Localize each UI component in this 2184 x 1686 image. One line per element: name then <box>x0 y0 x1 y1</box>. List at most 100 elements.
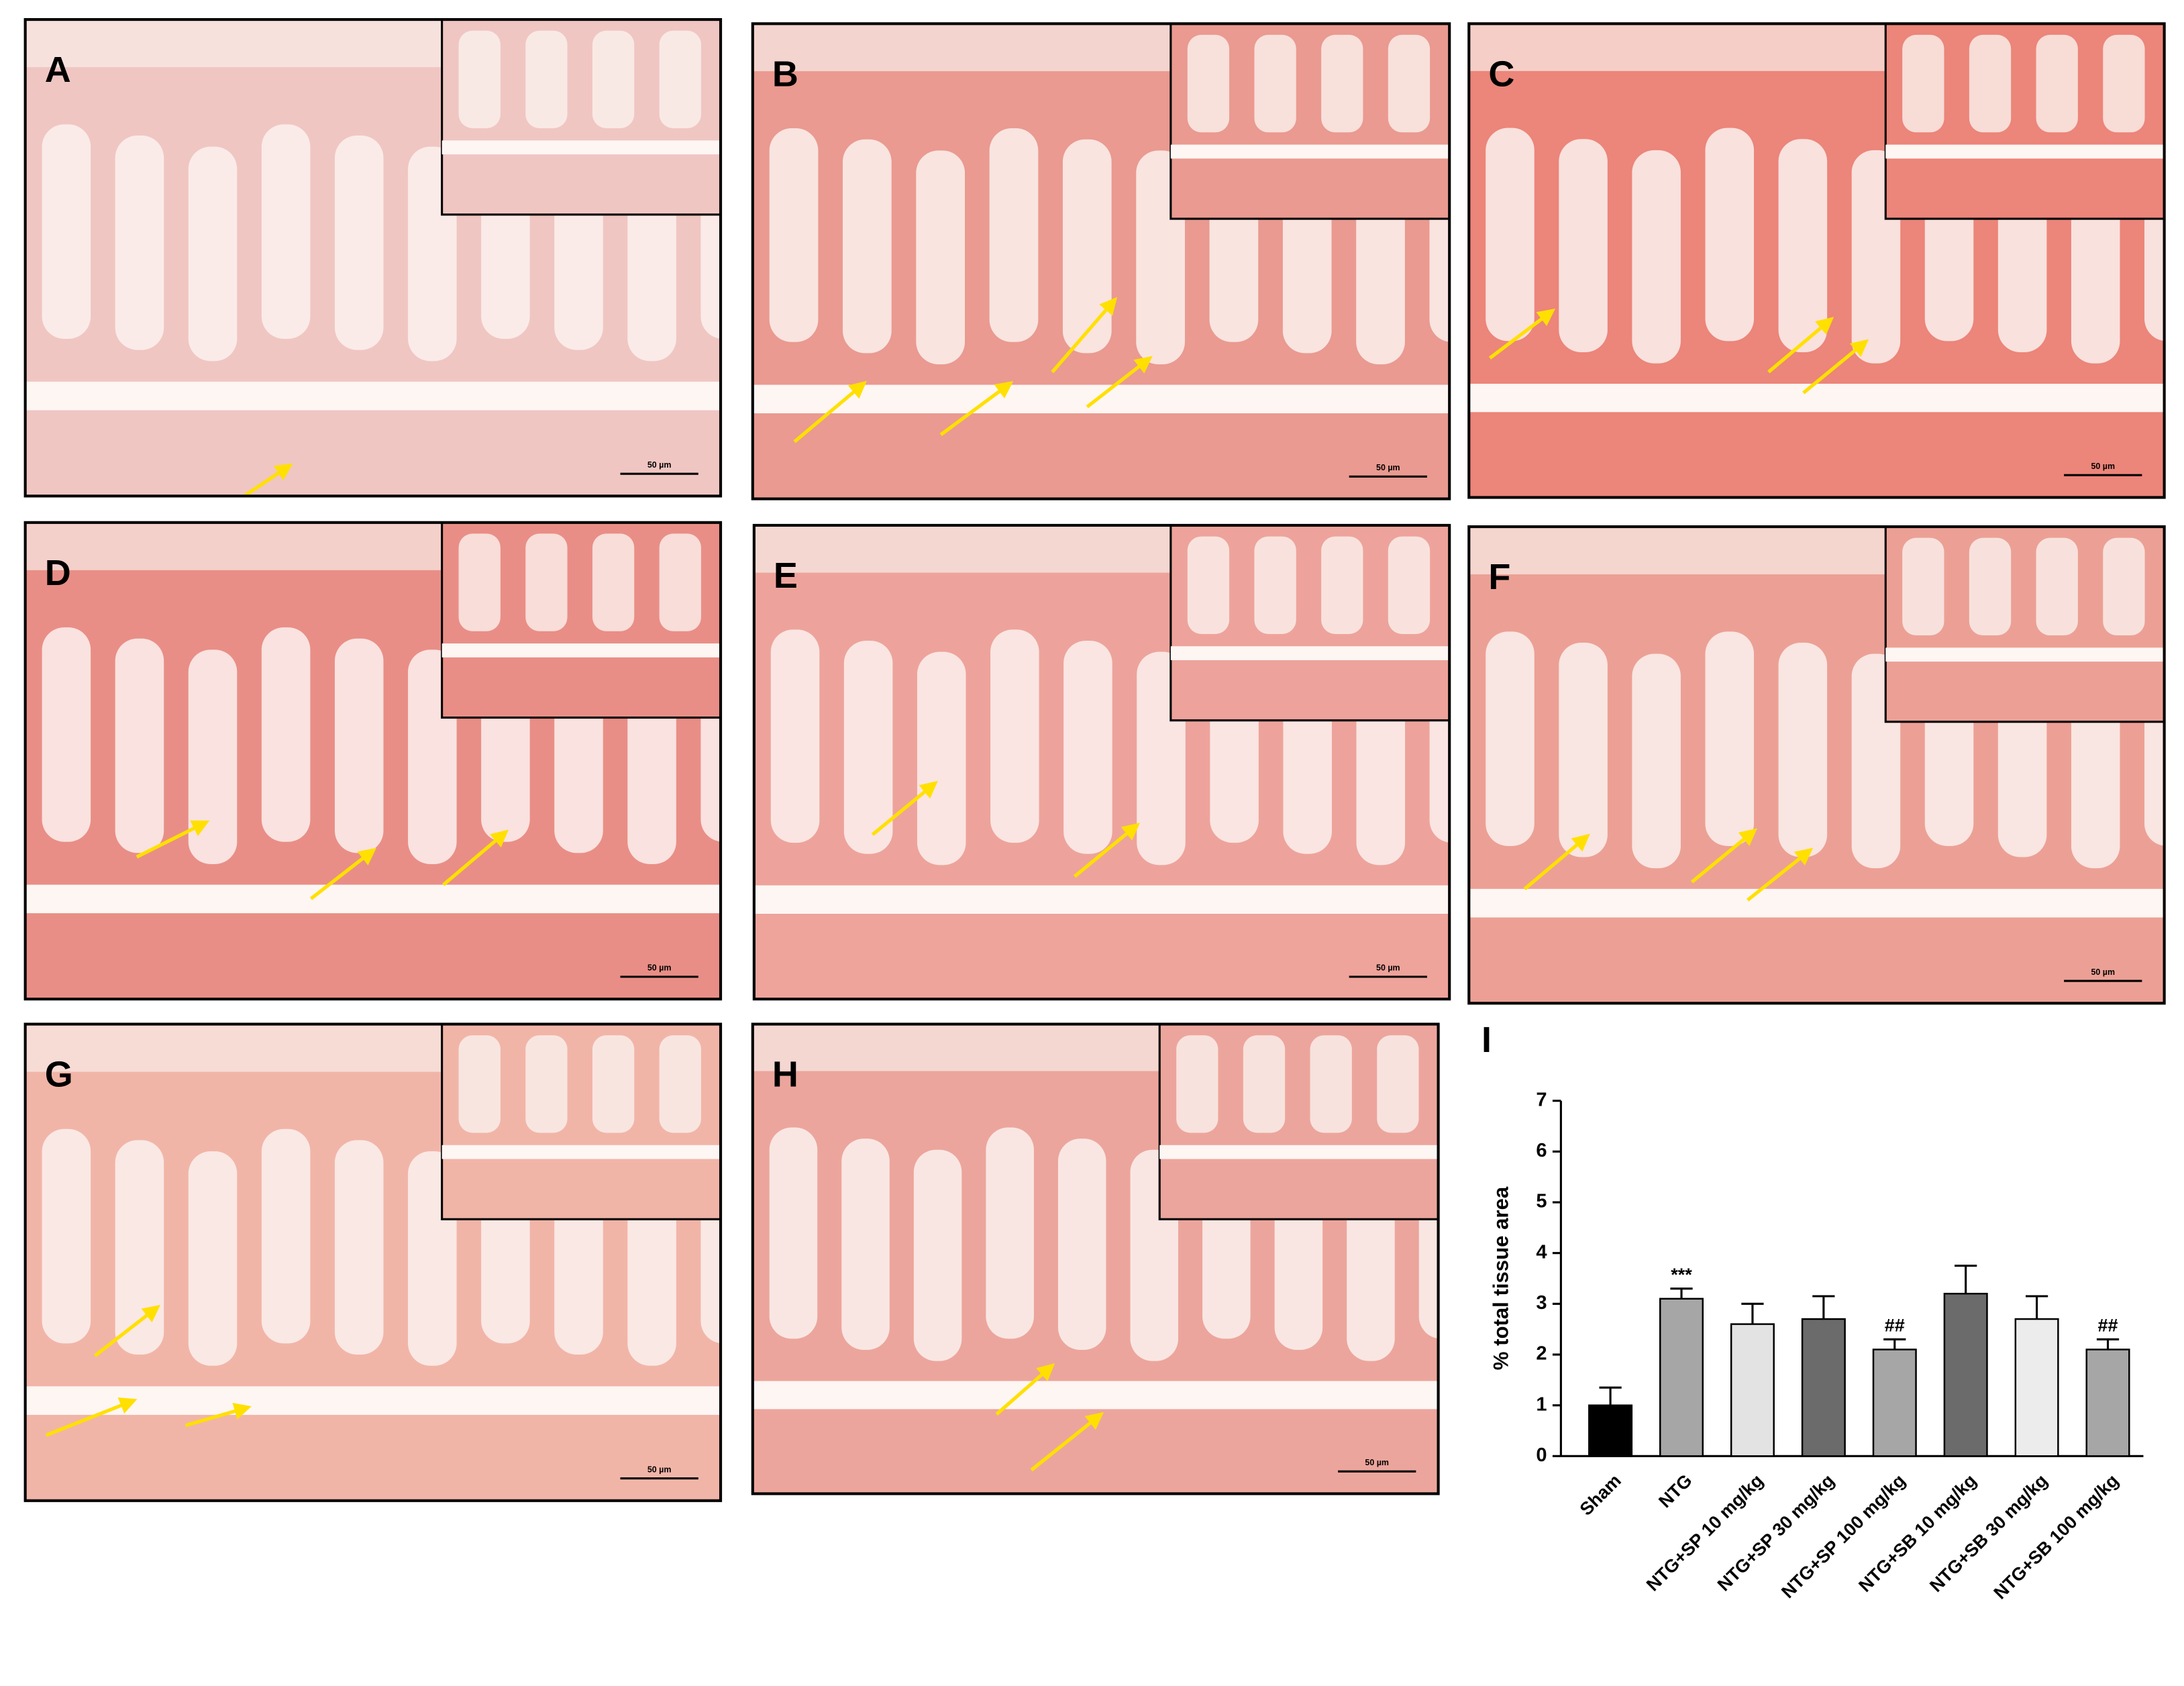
panel-border <box>751 22 1451 500</box>
crypt <box>115 638 164 853</box>
arrow <box>1086 356 1153 409</box>
x-tick-label: NTG+SP 10 mg/kg <box>1643 1471 1767 1595</box>
inset-crypt <box>2036 34 2078 133</box>
significance-label: ## <box>1885 1316 1905 1336</box>
crypt <box>1486 127 1535 341</box>
crypt <box>115 1140 164 1355</box>
crypt <box>1063 640 1112 854</box>
arrow <box>136 821 210 859</box>
scale-bar-label: 50 µm <box>647 460 672 470</box>
arrow <box>1523 833 1590 891</box>
histology-panel: 50 µm G <box>23 1022 723 1502</box>
tissue: 50 µm <box>25 1024 721 1501</box>
crypt <box>334 135 384 350</box>
inset-crypt <box>458 533 501 631</box>
inset-crypt <box>1321 34 1363 133</box>
submucosa-gap <box>752 384 1450 414</box>
crypt <box>334 638 384 853</box>
crypt <box>1486 631 1535 846</box>
inset-crypt <box>525 533 568 631</box>
panel-border <box>1467 22 2166 499</box>
inset-crypt <box>1902 34 1944 133</box>
panel-label: H <box>772 1055 798 1095</box>
inset-crypt <box>659 1035 701 1133</box>
crypt <box>770 629 820 843</box>
crypt <box>916 150 966 365</box>
histology-panel: 50 µm H <box>751 1022 1440 1495</box>
scale-bar-label: 50 µm <box>647 963 672 973</box>
y-axis-label: % total tissue area <box>1489 1186 1512 1370</box>
inset-crypt <box>1254 34 1296 133</box>
histology-panel: 50 µm E <box>752 523 1451 1001</box>
crypt <box>261 627 311 842</box>
crypt <box>841 1139 890 1351</box>
arrow <box>241 463 293 496</box>
panel-label: A <box>45 50 71 90</box>
crypt <box>334 1140 384 1355</box>
inset-crypt <box>458 1035 501 1133</box>
submucosa-gap <box>752 1381 1439 1410</box>
bar <box>1659 1298 1704 1457</box>
panel-border <box>23 17 723 498</box>
histology-panel: 50 µm A <box>23 17 723 498</box>
crypt <box>989 128 1039 342</box>
crypt <box>1632 150 1681 364</box>
inset-crypt <box>1969 34 2012 133</box>
panel-label: D <box>45 553 71 593</box>
inset-gap <box>1170 144 1450 159</box>
crypt <box>42 1128 91 1344</box>
significance-label: ## <box>2098 1316 2118 1336</box>
arrow <box>1690 828 1758 884</box>
scale-bar-label: 50 µm <box>647 1465 672 1474</box>
bar <box>1943 1292 1988 1457</box>
panel-border <box>23 1022 723 1502</box>
inset-crypt <box>1377 1035 1419 1133</box>
inset-crypt <box>1254 536 1296 634</box>
submucosa-gap <box>1469 383 2165 413</box>
x-tick-label: NTG+SB 30 mg/kg <box>1926 1471 2051 1596</box>
panel-border <box>23 521 723 1001</box>
scale-bar-label: 50 µm <box>1365 1458 1389 1467</box>
inset-crypt <box>592 1035 635 1133</box>
y-tick-label: 5 <box>1536 1191 1547 1212</box>
submucosa-gap <box>1469 888 2165 918</box>
inset-gap <box>1885 647 2165 662</box>
inset-crypt <box>458 30 501 129</box>
panel-label: B <box>772 54 798 94</box>
inset-crypt <box>1321 536 1363 634</box>
histology-panel: 50 µm D <box>23 521 723 1001</box>
y-tick-label: 2 <box>1536 1343 1547 1365</box>
crypt <box>986 1127 1034 1339</box>
arrow <box>1073 823 1141 878</box>
submucosa-gap <box>753 885 1450 914</box>
inset-crypt <box>1176 1035 1218 1133</box>
crypt <box>188 1151 238 1366</box>
bar <box>1872 1349 1917 1457</box>
panel-label: F <box>1488 557 1510 597</box>
crypt <box>769 1127 818 1339</box>
bar <box>2014 1318 2059 1457</box>
histology-panel: 50 µm B <box>751 22 1451 500</box>
panel-border <box>752 523 1451 1001</box>
muscle-layer <box>1469 412 2165 498</box>
muscle-layer <box>752 413 1450 499</box>
y-tick-label: 0 <box>1536 1444 1547 1466</box>
crypt <box>42 627 91 842</box>
x-tick-label: Sham <box>1576 1471 1625 1520</box>
x-tick-label: NTG+SP 30 mg/kg <box>1714 1471 1838 1595</box>
inset-crypt <box>659 30 701 129</box>
arrow <box>1747 847 1814 902</box>
scale-bar-label: 50 µm <box>1376 963 1400 973</box>
arrow <box>1030 1412 1104 1472</box>
inset-crypt <box>592 533 635 631</box>
panel-label: E <box>774 556 798 596</box>
inset-crypt <box>525 1035 568 1133</box>
arrow <box>1767 317 1834 374</box>
muscle-layer <box>752 1409 1439 1494</box>
tissue: 50 µm <box>1469 23 2165 498</box>
x-tick-label: NTG+SB 10 mg/kg <box>1855 1471 1980 1596</box>
crypt <box>1632 653 1681 869</box>
inset-gap <box>1170 646 1450 661</box>
tissue: 50 µm <box>25 19 721 496</box>
